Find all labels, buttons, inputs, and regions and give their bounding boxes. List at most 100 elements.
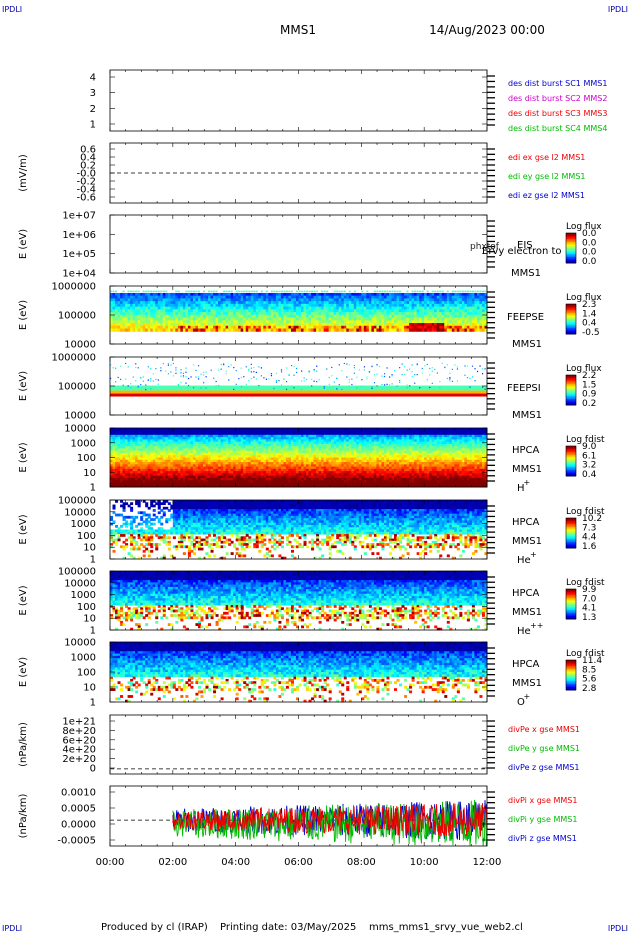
panel-hpca-o-instrument-label: HPCA (512, 659, 540, 670)
panel-divpi-ytick-label: 0.0010 (61, 788, 96, 799)
panel-hpca-h-colorbar-tick: 3.2 (582, 461, 596, 471)
panel-eis-ytick-label: 1e+05 (62, 249, 96, 260)
panel-feeps-i-ytick-label: 10000 (64, 411, 96, 422)
panel-hpca-hepp-colorbar-tick: 4.1 (582, 604, 596, 614)
panel-hpca-he-ytick-label: 100000 (58, 496, 96, 507)
panel-hpca-o-ytick-label: 100 (77, 668, 96, 679)
panel-feeps-e-instrument-label: FEEPSE (507, 312, 544, 323)
panel-divpi-ytick-label: -0.0005 (57, 836, 96, 847)
panel-hpca-h-colorbar-label: Log fdist (566, 435, 605, 445)
panel-hpca-hepp-ytick-label: 10 (83, 614, 96, 625)
panel-hpca-o-species-charge: + (524, 692, 531, 701)
panel-hpca-o-ylabel: E (eV) (18, 657, 29, 687)
panel-des-dist-burst-legend-entry: des dist burst SC4 MMS4 (508, 124, 607, 133)
panel-feeps-e-ytick-label: 1000000 (51, 282, 96, 293)
panel-divpe-ylabel: (nPa/km) (18, 722, 29, 767)
panel-hpca-he-species-charge: + (530, 550, 537, 559)
panel-hpca-he-colorbar-tick: 10.2 (582, 514, 602, 524)
panel-feeps-i-colorbar-label: Log flux (566, 364, 602, 374)
panel-divpe-frame (109, 714, 488, 775)
panel-feeps-e-colorbar-label: Log flux (566, 293, 602, 303)
footer-filename: mms_mms1_srvy_vue_web2.cl (369, 922, 523, 933)
panel-feeps-e-instrument-label: MMS1 (512, 339, 542, 350)
x-tick-label: 00:00 (96, 857, 125, 868)
panel-feeps-i-ylabel: E (eV) (18, 371, 29, 401)
x-tick-label: 10:00 (410, 857, 439, 868)
x-tick-label: 02:00 (158, 857, 187, 868)
panel-hpca-o-colorbar-tick: 8.5 (582, 665, 596, 675)
panel-divpe-ytick-label: 4e+20 (62, 745, 96, 756)
x-tick-label: 04:00 (221, 857, 250, 868)
panel-hpca-h-species-label: H (517, 483, 525, 494)
panel-hpca-he-colorbar-tick: 7.3 (582, 523, 596, 533)
panel-feeps-e-ylabel: E (eV) (18, 300, 29, 330)
panel-hpca-o-ytick-label: 1 (90, 698, 96, 709)
panel-edi-legend-entry: edi ex gse l2 MMS1 (508, 153, 585, 162)
panel-hpca-he-ytick-label: 1000 (71, 519, 96, 530)
x-tick-label: 06:00 (284, 857, 313, 868)
panel-eis-colorbar-label: Log flux (566, 222, 602, 232)
panel-hpca-h: 10000 1000 100 10 1 E (eV) HPCA MMS1 H+ Log fdist… (18, 424, 605, 495)
panel-feeps-e-colorbar-tick: 2.3 (582, 300, 596, 310)
panel-hpca-he-ytick-label: 10 (83, 543, 96, 554)
panel-hpca-h-ylabel: E (eV) (18, 442, 29, 472)
panel-des-dist-burst-frame (109, 69, 488, 132)
panel-edi-legend-entry: edi ez gse l2 MMS1 (508, 191, 585, 200)
panel-des-dist-burst-ytick-label: 4 (90, 73, 96, 84)
panel-divpe-ytick-label: 8e+20 (62, 726, 96, 737)
panel-hpca-hepp-species-label: He (517, 626, 531, 637)
panel-edi-ytick-label: -0.4 (76, 185, 96, 196)
panel-feeps-i-colorbar-tick: 2.2 (582, 371, 596, 381)
panel-divpe-ytick-label: 1e+21 (62, 717, 96, 728)
panel-eis-ytick-label: 1e+06 (62, 230, 96, 241)
panel-hpca-hepp-colorbar-tick: 9.9 (582, 585, 597, 595)
panel-hpca-he-ylabel: E (eV) (18, 514, 29, 544)
panel-divpe-legend-entry: divPe y gse MMS1 (508, 744, 580, 753)
panel-hpca-o-colorbar-tick: 11.4 (582, 656, 602, 666)
panel-feeps-i-colorbar-tick: 0.2 (582, 399, 596, 409)
panel-eis-ytick-label: 1e+07 (62, 211, 96, 222)
panel-feeps-i-ytick-label: 100000 (58, 382, 96, 393)
x-tick-label: 08:00 (347, 857, 376, 868)
panel-hpca-h-instrument-label: MMS1 (512, 464, 542, 475)
panel-eis-colorbar-tick: 0.0 (582, 248, 597, 258)
panel-feeps-e-ytick-label: 10000 (64, 340, 96, 351)
panel-divpi: 0.0010 0.0005 0.0000 -0.0005 (nPa/km) divPi x… (18, 785, 577, 847)
panel-feeps-i: 1000000 100000 10000 E (eV) FEEPSI MMS1 Log fl… (18, 353, 602, 422)
panel-eis-instrument-label: EIS (517, 240, 533, 251)
panel-hpca-hepp-colorbar-tick: 7.0 (582, 594, 597, 604)
x-tick-label: 12:00 (473, 857, 502, 868)
panel-hpca-he-ytick-label: 100 (77, 531, 96, 542)
panel-hpca-hepp-colorbar-tick: 1.3 (582, 613, 596, 623)
panel-eis-frame (109, 214, 488, 274)
panel-divpi-series-line (172, 802, 488, 837)
panel-hpca-h-ytick-label: 100 (77, 453, 96, 464)
panel-eis-colorbar-tick: 0.0 (582, 257, 597, 267)
panel-divpi-series-line (172, 800, 488, 841)
panel-hpca-he-colorbar-tick: 1.6 (582, 542, 597, 552)
panel-hpca-he-instrument-label: MMS1 (512, 536, 542, 547)
panel-hpca-hepp-instrument-label: MMS1 (512, 607, 542, 618)
corner-label-top-right: IPDLI (608, 5, 628, 14)
panel-edi-legend-entry: edi ey gse l2 MMS1 (508, 172, 586, 181)
panel-hpca-hepp-ylabel: E (eV) (18, 585, 29, 615)
panel-hpca-h-instrument-label: HPCA (512, 445, 540, 456)
panel-eis-ytick-label: 1e+04 (62, 269, 96, 280)
panel-hpca-o-ytick-label: 10 (83, 683, 96, 694)
panel-edi-ytick-label: 0.6 (80, 145, 96, 156)
corner-label-bottom-left: IPDLI (2, 924, 22, 933)
panel-divpe-ytick-label: 0 (90, 764, 96, 775)
footer-printing-date: Printing date: 03/May/2025 (220, 922, 356, 933)
panel-feeps-i-colorbar-tick: 0.9 (582, 390, 597, 400)
panel-hpca-h-colorbar-tick: 9.0 (582, 442, 597, 452)
panel-eis-colorbar-tick: 0.0 (582, 229, 597, 239)
mission-title: MMS1 (280, 23, 316, 37)
panel-hpca-o-colorbar-tick: 2.8 (582, 684, 597, 694)
panel-des-dist-burst-ytick-label: 1 (90, 120, 96, 131)
panel-eis-instrument-label: MMS1 (511, 268, 541, 279)
panel-hpca-h-ytick-label: 10000 (64, 424, 96, 435)
panel-hpca-hepp-ytick-label: 1000 (71, 590, 96, 601)
panel-hpca-o-instrument-label: MMS1 (512, 678, 542, 689)
